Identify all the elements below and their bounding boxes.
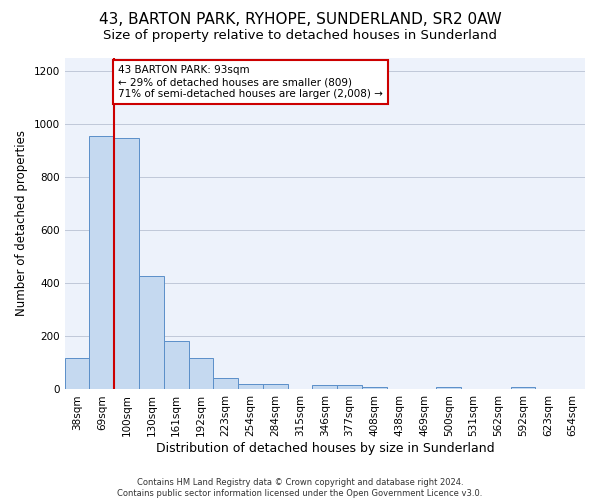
X-axis label: Distribution of detached houses by size in Sunderland: Distribution of detached houses by size … <box>155 442 494 455</box>
Bar <box>188 358 214 390</box>
Bar <box>313 386 337 390</box>
Text: 43 BARTON PARK: 93sqm
← 29% of detached houses are smaller (809)
71% of semi-det: 43 BARTON PARK: 93sqm ← 29% of detached … <box>118 66 383 98</box>
Bar <box>436 388 461 390</box>
Bar <box>114 138 139 390</box>
Bar <box>214 378 238 390</box>
Text: 43, BARTON PARK, RYHOPE, SUNDERLAND, SR2 0AW: 43, BARTON PARK, RYHOPE, SUNDERLAND, SR2… <box>98 12 502 28</box>
Bar <box>164 341 188 390</box>
Bar <box>139 276 164 390</box>
Text: Contains HM Land Registry data © Crown copyright and database right 2024.
Contai: Contains HM Land Registry data © Crown c… <box>118 478 482 498</box>
Text: Size of property relative to detached houses in Sunderland: Size of property relative to detached ho… <box>103 29 497 42</box>
Bar <box>263 384 287 390</box>
Y-axis label: Number of detached properties: Number of detached properties <box>15 130 28 316</box>
Bar <box>511 388 535 390</box>
Bar <box>362 387 387 390</box>
Bar <box>238 384 263 390</box>
Bar <box>337 386 362 390</box>
Bar <box>89 136 114 390</box>
Bar <box>65 358 89 390</box>
